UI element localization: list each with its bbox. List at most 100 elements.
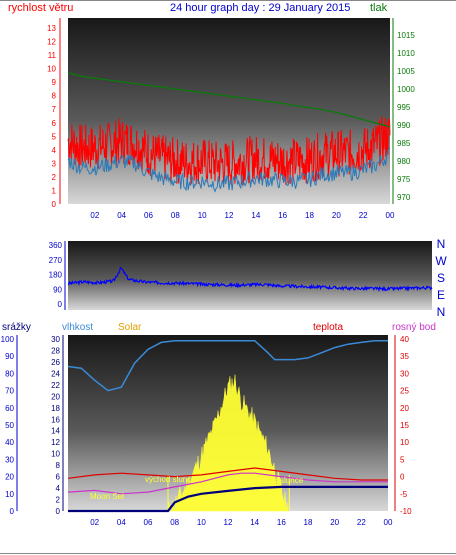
x-tick: 12 [225, 211, 234, 220]
wind-tick: 2 [52, 173, 57, 182]
rain-tick: 12 [51, 438, 60, 447]
x-tick: 02 [90, 518, 99, 527]
pressure-series-line [67, 72, 391, 128]
pressure-tick: 995 [397, 103, 411, 112]
x-tick: 06 [144, 518, 153, 527]
x-tick: 14 [250, 518, 259, 527]
wind-label: rychlost větru [8, 2, 73, 14]
humidity-label: vlhkost [62, 322, 93, 333]
temperature-tick: 35 [400, 352, 409, 361]
x-tick: 16 [278, 211, 287, 220]
wind-average-line [67, 147, 391, 193]
humidity-series-line [67, 339, 388, 392]
temperature-tick: -5 [400, 490, 408, 499]
compass-letter: N [437, 305, 446, 319]
temperature-tick: 5 [400, 455, 405, 464]
chart-title: 24 hour graph day : 29 January 2015 [170, 2, 350, 14]
rain-series-line [68, 485, 388, 513]
wind-tick: 13 [47, 24, 56, 33]
wind-tick: 5 [52, 132, 57, 141]
rain-tick: 4 [56, 484, 61, 493]
compass-letter: E [437, 288, 445, 302]
humidity-tick: 0 [10, 507, 15, 516]
direction-tick: 180 [49, 271, 63, 280]
wind-tick: 1 [52, 186, 57, 195]
rain-tick: 22 [51, 381, 60, 390]
pressure-tick: 985 [397, 139, 411, 148]
humidity-tick: 80 [5, 369, 14, 378]
humidity-tick: 50 [5, 421, 14, 430]
x-tick: 12 [224, 518, 233, 527]
temperature-tick: 15 [400, 421, 409, 430]
dewpoint-label: rosný bod [392, 322, 436, 333]
rain-tick: 10 [51, 450, 60, 459]
pressure-tick: 1015 [397, 31, 415, 40]
pressure-tick: 1005 [397, 67, 415, 76]
pressure-tick: 1010 [397, 49, 415, 58]
wind-tick: 8 [52, 92, 57, 101]
rain-tick: 28 [51, 346, 60, 355]
x-tick: 04 [117, 211, 126, 220]
wind-tick: 3 [52, 159, 57, 168]
wind-tick: 0 [52, 200, 57, 209]
rain-tick: 14 [51, 427, 60, 436]
x-tick: 10 [198, 211, 207, 220]
wind-tick: 9 [52, 78, 57, 87]
wind-tick: 10 [47, 65, 56, 74]
temperature-tick: 10 [400, 438, 409, 447]
direction-tick: 360 [49, 241, 63, 250]
temperature-tick: 30 [400, 369, 409, 378]
rain-tick: 0 [56, 507, 61, 516]
wind-tick: 7 [52, 105, 57, 114]
wind-tick: 4 [52, 146, 57, 155]
compass-letter: S [437, 271, 445, 285]
x-tick: 06 [144, 211, 153, 220]
direction-tick: 270 [49, 256, 63, 265]
direction-series-line [67, 266, 433, 292]
rain-label: srážky [2, 322, 31, 333]
temperature-label: teplota [313, 322, 343, 333]
pressure-label: tlak [370, 2, 388, 14]
rain-tick: 20 [51, 392, 60, 401]
pressure-tick: 1000 [397, 85, 415, 94]
x-tick: 22 [357, 518, 366, 527]
x-tick: 04 [117, 518, 126, 527]
humidity-tick: 10 [5, 490, 14, 499]
pressure-tick: 970 [397, 193, 411, 202]
sunset-annotation: západ slunce [256, 476, 304, 485]
x-tick: 10 [197, 518, 206, 527]
rain-tick: 2 [56, 496, 61, 505]
humidity-tick: 100 [1, 335, 15, 344]
x-tick: 00 [384, 518, 393, 527]
pressure-tick: 980 [397, 157, 411, 166]
x-tick: 08 [170, 518, 179, 527]
moonset-annotation: Moon Set [90, 492, 125, 501]
rain-tick: 18 [51, 404, 60, 413]
temperature-tick: 25 [400, 387, 409, 396]
x-tick: 20 [332, 211, 341, 220]
x-tick: 00 [386, 211, 395, 220]
humidity-tick: 40 [5, 438, 14, 447]
x-tick: 08 [171, 211, 180, 220]
panel2-background [68, 241, 432, 310]
pressure-tick: 975 [397, 175, 411, 184]
axis-ticks: 0123456789101112139709759809859909951000… [1, 18, 415, 527]
temperature-tick: 0 [400, 473, 405, 482]
rain-tick: 8 [56, 461, 61, 470]
direction-tick: 90 [53, 285, 62, 294]
x-tick: 16 [277, 518, 286, 527]
x-tick: 18 [305, 211, 314, 220]
x-tick: 14 [251, 211, 260, 220]
sunrise-annotation: východ slunce [145, 475, 196, 484]
compass-letter: N [437, 237, 446, 251]
x-tick: 18 [304, 518, 313, 527]
temperature-tick: -10 [400, 507, 412, 516]
x-tick: 20 [330, 518, 339, 527]
humidity-tick: 60 [5, 404, 14, 413]
solar-area [167, 374, 289, 512]
pressure-tick: 990 [397, 121, 411, 130]
x-tick: 02 [90, 211, 99, 220]
